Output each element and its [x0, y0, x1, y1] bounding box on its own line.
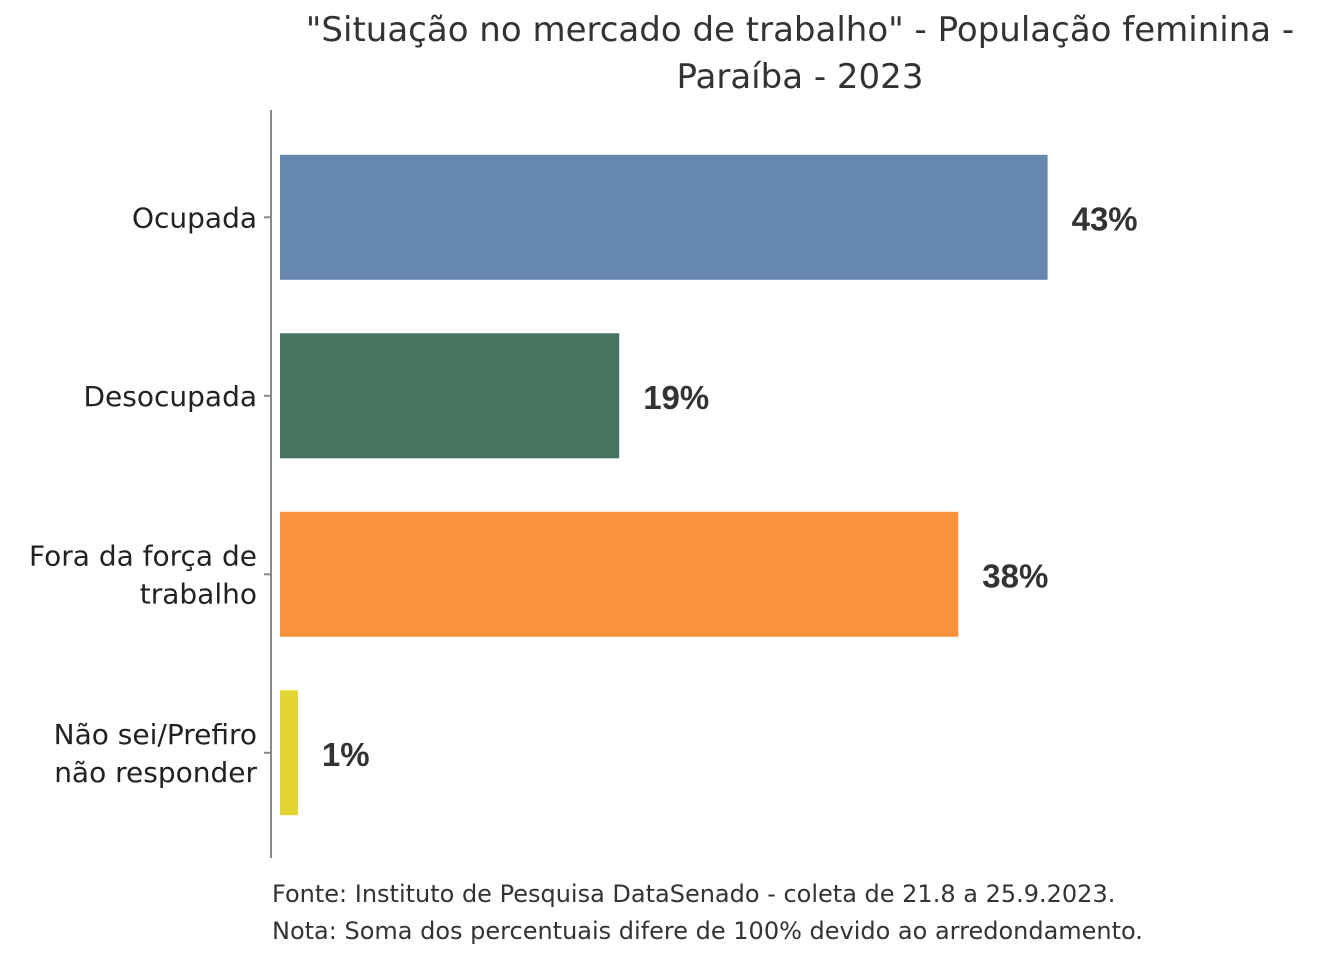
rounding-note: Nota: Soma dos percentuais difere de 100…: [272, 917, 1143, 945]
bar: [280, 333, 620, 459]
bar: [280, 154, 1048, 280]
category-label: trabalho: [140, 577, 257, 610]
data-label: 19%: [643, 379, 709, 416]
bar: [280, 511, 959, 637]
bar: [280, 690, 298, 816]
chart-title-line-1: "Situação no mercado de trabalho" - Popu…: [306, 10, 1294, 50]
category-label: Desocupada: [83, 380, 257, 413]
category-label: não responder: [54, 756, 257, 789]
data-label: 1%: [322, 736, 370, 773]
category-label: Ocupada: [132, 201, 257, 234]
chart-title-line-2: Paraíba - 2023: [677, 57, 924, 97]
source-note: Fonte: Instituto de Pesquisa DataSenado …: [272, 880, 1115, 908]
category-label: Não sei/Prefiro: [54, 718, 257, 751]
category-label: Fora da força de: [29, 539, 257, 572]
data-label: 43%: [1072, 200, 1138, 237]
data-label: 38%: [982, 557, 1048, 594]
